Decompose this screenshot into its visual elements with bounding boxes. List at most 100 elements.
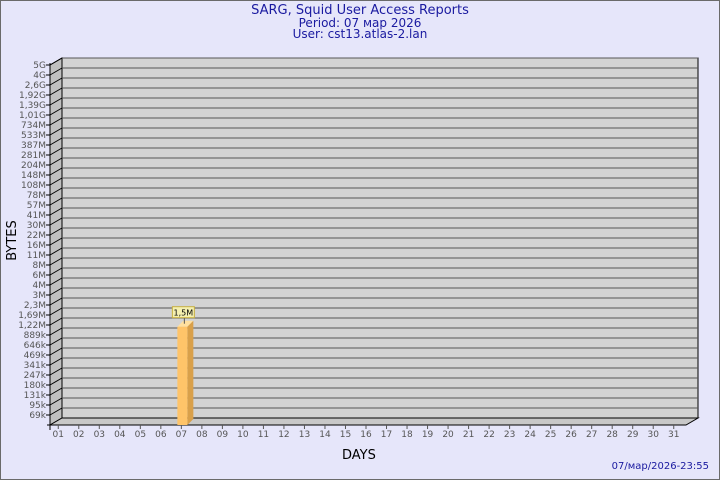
y-tick-label: 1,92G: [19, 91, 46, 101]
gridline-depth: [49, 317, 63, 326]
gridline-depth: [49, 77, 63, 86]
gridline-depth: [49, 57, 63, 66]
gridline-depth: [49, 227, 63, 236]
gridline-depth: [49, 377, 63, 386]
y-tick-label: 30M: [27, 221, 46, 231]
y-tick-label: 4G: [33, 71, 46, 81]
y-tick-label: 2,6G: [25, 81, 46, 91]
gridline-depth: [49, 307, 63, 316]
generated-timestamp: 07/мар/2026-23:55: [611, 461, 709, 472]
y-tick-label: 341k: [24, 361, 47, 371]
gridline-depth: [49, 267, 63, 276]
gridline-depth: [49, 367, 63, 376]
y-tick-label: 131k: [24, 391, 47, 401]
x-tick-label: 26: [565, 430, 577, 440]
gridline-depth: [49, 357, 63, 366]
bar-day-07: [177, 326, 188, 425]
gridline-depth: [49, 147, 63, 156]
y-tick-label: 2,3M: [24, 301, 46, 311]
gridline-depth: [49, 257, 63, 266]
x-tick-label: 08: [196, 430, 208, 440]
period-label: Period: 07 мар 2026: [298, 16, 422, 30]
y-tick-label: 387M: [21, 141, 46, 151]
x-tick-label: 14: [319, 430, 331, 440]
x-tick-label: 04: [114, 430, 126, 440]
user-label: User: cst13.atlas-2.lan: [292, 27, 428, 41]
gridline-depth: [49, 187, 63, 196]
x-tick-label: 28: [606, 430, 618, 440]
y-tick-label: 4M: [33, 281, 47, 291]
y-tick-label: 1,22M: [18, 321, 46, 331]
gridline-depth: [49, 127, 63, 136]
gridline-depth: [49, 217, 63, 226]
y-tick-label: 95k: [29, 401, 46, 411]
x-tick-label: 22: [483, 430, 494, 440]
x-tick-label: 29: [627, 430, 639, 440]
y-tick-label: 5G: [33, 61, 46, 71]
y-tick-label: 78M: [27, 191, 46, 201]
x-tick-label: 18: [401, 430, 413, 440]
x-tick-label: 25: [545, 430, 556, 440]
y-tick-label: 281M: [21, 151, 46, 161]
gridline-depth: [49, 327, 63, 336]
x-tick-label: 15: [340, 430, 351, 440]
x-tick-label: 17: [381, 430, 392, 440]
x-tick-label: 13: [299, 430, 310, 440]
gridline-depth: [49, 197, 63, 206]
y-tick-label: 204M: [21, 161, 46, 171]
x-tick-label: 30: [647, 430, 659, 440]
x-tick-label: 24: [524, 430, 536, 440]
gridline-depth: [49, 407, 63, 416]
gridline-depth: [49, 87, 63, 96]
y-tick-label: 1,01G: [19, 111, 46, 121]
gridline-depth: [49, 337, 63, 346]
gridline-depth: [49, 177, 63, 186]
x-tick-label: 02: [73, 430, 84, 440]
bar-top: [177, 320, 194, 327]
gridline-depth: [49, 387, 63, 396]
data-label: 1,5M: [174, 309, 194, 318]
y-tick-label: 148M: [21, 171, 46, 181]
y-tick-label: 533M: [21, 131, 46, 141]
plot-floor: [48, 417, 700, 426]
y-tick-label: 889k: [24, 331, 47, 341]
gridline-depth: [49, 207, 63, 216]
y-tick-label: 3M: [33, 291, 47, 301]
gridline-depth: [49, 67, 63, 76]
x-tick-label: 31: [668, 430, 679, 440]
y-tick-label: 6M: [33, 271, 47, 281]
gridline-depth: [49, 107, 63, 116]
x-tick-label: 19: [422, 430, 434, 440]
gridline-depth: [49, 247, 63, 256]
chart-title: SARG, Squid User Access Reports: [251, 3, 469, 18]
x-tick-label: 21: [463, 430, 474, 440]
gridline-depth: [49, 97, 63, 106]
gridline-depth: [49, 167, 63, 176]
gridline-depth: [49, 287, 63, 296]
y-tick-label: 1,69M: [18, 311, 46, 321]
x-tick-label: 06: [155, 430, 167, 440]
gridline-depth: [49, 137, 63, 146]
x-tick-label: 05: [135, 430, 146, 440]
x-tick-label: 10: [237, 430, 249, 440]
gridline-depth: [49, 297, 63, 306]
x-tick-label: 09: [217, 430, 229, 440]
x-tick-label: 03: [94, 430, 105, 440]
x-tick-label: 27: [586, 430, 597, 440]
gridline-depth: [49, 347, 63, 356]
y-tick-label: 11M: [27, 251, 46, 261]
x-axis-label: DAYS: [342, 448, 376, 463]
data-label-box: [171, 306, 195, 319]
y-tick-label: 108M: [21, 181, 46, 191]
y-tick-label: 646k: [24, 341, 47, 351]
x-tick-label: 20: [442, 430, 454, 440]
y-tick-label: 57M: [27, 201, 46, 211]
x-tick-label: 11: [258, 430, 269, 440]
x-tick-label: 01: [53, 430, 64, 440]
x-tick-label: 23: [504, 430, 515, 440]
y-tick-label: 22M: [27, 231, 46, 241]
gridline-depth: [49, 277, 63, 286]
y-tick-label: 16M: [27, 241, 46, 251]
gridline-depth: [49, 397, 63, 406]
